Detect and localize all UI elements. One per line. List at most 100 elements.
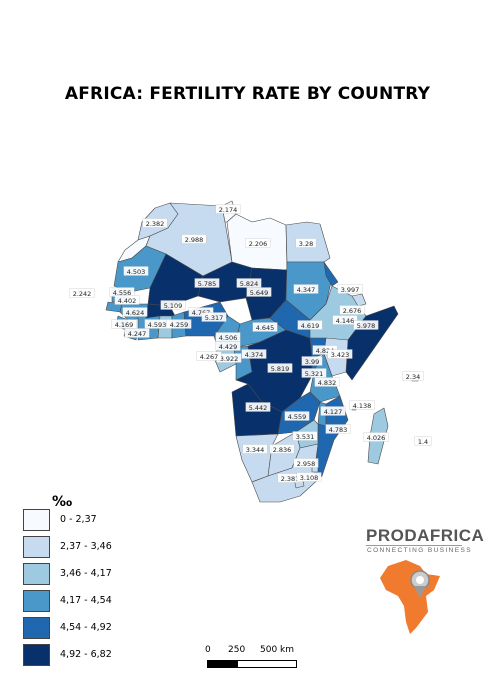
svg-text:5.442: 5.442	[249, 404, 268, 412]
svg-text:2.676: 2.676	[343, 307, 362, 315]
svg-text:3.922: 3.922	[220, 355, 239, 363]
map-value-label: 4.169	[111, 319, 137, 329]
map-value-label: 4.402	[114, 295, 140, 305]
map-value-label: 5.321	[301, 368, 327, 378]
map-value-label: 5.109	[160, 300, 186, 310]
scale-bar: 0 250 500 km	[205, 645, 315, 675]
svg-text:4.267: 4.267	[200, 353, 219, 361]
map-value-label: 4.138	[349, 400, 375, 410]
svg-text:4.146: 4.146	[336, 317, 355, 325]
legend-title: ‰	[52, 494, 73, 510]
svg-text:5.978: 5.978	[357, 322, 376, 330]
svg-text:5.649: 5.649	[250, 289, 269, 297]
svg-text:5.317: 5.317	[205, 314, 224, 322]
map-title: AFRICA: FERTILITY RATE BY COUNTRY	[64, 84, 431, 104]
map-value-label: 3.344	[242, 444, 268, 454]
svg-text:3.344: 3.344	[246, 446, 265, 454]
svg-text:2.381: 2.381	[281, 475, 300, 483]
svg-text:2.958: 2.958	[297, 460, 316, 468]
map-value-label: 4.259	[166, 319, 192, 329]
map-value-label: 4.247	[124, 328, 150, 338]
svg-text:4.259: 4.259	[170, 321, 189, 329]
scale-label-500: 500 km	[260, 645, 295, 655]
map-value-label: 5.978	[353, 320, 379, 330]
legend-item: 2,37 - 3,46	[23, 536, 223, 560]
svg-text:4.347: 4.347	[297, 286, 316, 294]
map-value-label: 2.34	[402, 371, 424, 381]
map-value-label: 4.645	[252, 322, 278, 332]
svg-text:4.593: 4.593	[148, 321, 167, 329]
map-value-label: 4.767	[188, 307, 214, 317]
map-value-label: 2.382	[142, 218, 168, 228]
svg-text:4.824: 4.824	[316, 347, 335, 355]
map-value-label: 4.347	[293, 284, 319, 294]
scale-label-0: 0	[205, 645, 211, 655]
svg-text:4.374: 4.374	[245, 351, 264, 359]
country-djibouti	[351, 293, 367, 307]
svg-text:2.242: 2.242	[73, 290, 92, 298]
legend-swatch	[23, 644, 50, 666]
svg-text:4.506: 4.506	[219, 334, 238, 342]
legend-label: 4,54 - 4,92	[60, 622, 112, 633]
svg-text:1.4: 1.4	[418, 438, 428, 446]
legend-item: 4,17 - 4,54	[23, 590, 223, 614]
map-value-label: 4.429	[215, 341, 241, 351]
svg-text:4.402: 4.402	[118, 297, 137, 305]
map-value-label: 4.503	[123, 266, 149, 276]
svg-text:4.783: 4.783	[329, 426, 348, 434]
map-value-label: 4.506	[215, 332, 241, 342]
map-value-label: 2.206	[245, 238, 271, 248]
svg-text:3.423: 3.423	[331, 351, 350, 359]
map-value-label: 2.242	[69, 288, 95, 298]
svg-text:2.34: 2.34	[406, 373, 420, 381]
map-value-label: 4.619	[297, 320, 323, 330]
svg-text:4.429: 4.429	[219, 343, 238, 351]
map-value-label: 5.317	[201, 312, 227, 322]
legend-label: 4,17 - 4,54	[60, 595, 112, 606]
brand-logo-africa-icon	[380, 560, 440, 634]
map-value-label: 2.836	[269, 444, 295, 454]
legend-label: 2,37 - 3,46	[60, 541, 112, 552]
map-value-label: 5.785	[194, 278, 220, 288]
map-value-label: 4.832	[314, 377, 340, 387]
svg-text:3.28: 3.28	[299, 240, 313, 248]
svg-text:3.531: 3.531	[296, 433, 315, 441]
map-value-label: 4.127	[320, 406, 346, 416]
map-value-label: 2.676	[339, 305, 365, 315]
legend-swatch	[23, 617, 50, 639]
legend-swatch	[23, 563, 50, 585]
legend-label: 4,92 - 6,82	[60, 649, 112, 660]
legend-swatch	[23, 590, 50, 612]
legend-item: 0 - 2,37	[23, 509, 223, 533]
legend-swatch	[23, 509, 50, 531]
map-value-label: 4.146	[332, 315, 358, 325]
map-value-label: 5.442	[245, 402, 271, 412]
svg-text:4.619: 4.619	[301, 322, 320, 330]
svg-text:4.026: 4.026	[367, 434, 386, 442]
map-value-label: 3.99	[301, 356, 323, 366]
legend-item: 4,54 - 4,92	[23, 617, 223, 641]
map-value-label: 4.593	[144, 319, 170, 329]
svg-text:5.785: 5.785	[198, 280, 217, 288]
svg-text:5.321: 5.321	[305, 370, 324, 378]
map-value-label: 4.374	[241, 349, 267, 359]
scale-segment-white	[237, 660, 297, 668]
brand-divider	[366, 545, 462, 546]
map-value-label: 3.997	[337, 284, 363, 294]
svg-text:4.556: 4.556	[113, 289, 132, 297]
map-value-label: 4.559	[284, 411, 310, 421]
map-value-label: 4.783	[325, 424, 351, 434]
svg-text:4.832: 4.832	[318, 379, 337, 387]
legend-item: 3,46 - 4,17	[23, 563, 223, 587]
svg-text:3.108: 3.108	[300, 474, 319, 482]
map-value-label: 5.824	[236, 278, 262, 288]
map-value-label: 1.4	[414, 436, 432, 446]
map-value-label: 3.531	[292, 431, 318, 441]
legend-item: 4,92 - 6,82	[23, 644, 223, 668]
svg-text:2.836: 2.836	[273, 446, 292, 454]
map-value-label: 2.988	[181, 234, 207, 244]
map-value-label: 3.28	[295, 238, 317, 248]
brand-name: PRODAFRICA	[366, 526, 485, 545]
